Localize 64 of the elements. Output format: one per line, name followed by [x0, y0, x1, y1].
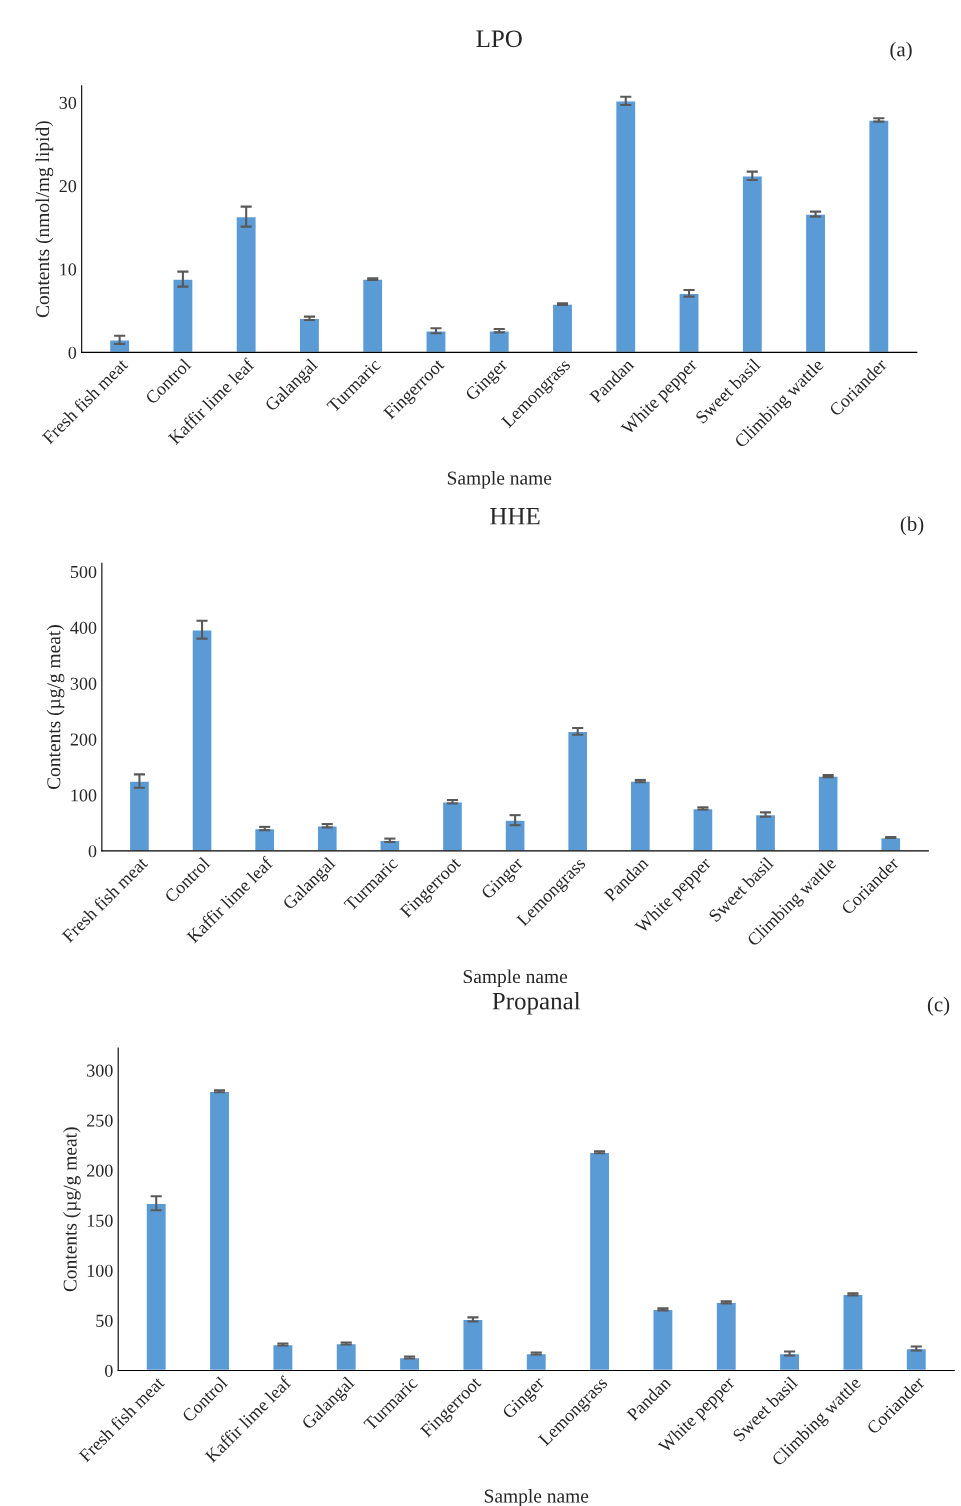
y-tick-label: 50: [96, 1314, 113, 1327]
y-tick-label: 400: [70, 621, 97, 634]
bar: [462, 1318, 484, 1371]
y-tick-label: 10: [60, 263, 77, 276]
bar: [614, 100, 637, 353]
y-tick-label: 300: [87, 1064, 113, 1077]
y-tick-label: 500: [70, 565, 97, 579]
bar: [629, 780, 652, 851]
bar: [208, 1090, 231, 1371]
chart-title: HHE: [490, 507, 540, 525]
y-tick-label: 250: [87, 1114, 113, 1127]
y-tick-label: 300: [70, 677, 97, 690]
x-axis-title: Sample name: [463, 969, 568, 988]
x-axis-title: Sample name: [484, 1489, 589, 1506]
bar: [298, 317, 321, 353]
text: (b): [900, 516, 924, 536]
bar: [488, 330, 511, 353]
bar: [504, 819, 526, 851]
bar: [361, 278, 384, 353]
y-tick-label: 100: [87, 1264, 113, 1277]
y-tick-label: 0: [68, 346, 77, 359]
y-tick-label: 150: [87, 1214, 113, 1227]
bar: [588, 1151, 611, 1371]
bar: [335, 1342, 358, 1371]
y-axis-title: Contents (µg/g meat): [46, 625, 65, 790]
bar: [905, 1347, 928, 1371]
bar: [692, 807, 714, 851]
x-axis-title: Sample name: [447, 470, 552, 489]
bar: [145, 1202, 168, 1371]
chart-title: Propanal: [492, 991, 581, 1015]
y-tick-label: 0: [88, 845, 97, 858]
bar: [253, 827, 276, 851]
y-tick-label: 200: [87, 1164, 113, 1177]
y-tick-label: 200: [70, 733, 97, 746]
bar: [235, 215, 257, 353]
bar: [715, 1301, 738, 1371]
y-tick-label: 20: [59, 180, 77, 193]
bar: [172, 278, 194, 353]
bar: [778, 1352, 801, 1371]
y-tick-label: 100: [71, 789, 97, 802]
bar: [566, 730, 589, 851]
bar: [652, 1308, 674, 1371]
bar: [525, 1352, 548, 1371]
text: (a): [890, 41, 912, 61]
y-axis-title: Contents (nmol/mg lipid): [35, 121, 54, 318]
bar: [441, 801, 464, 851]
bar: [754, 813, 777, 851]
bar: [817, 775, 839, 851]
bar: [868, 119, 890, 353]
bar: [128, 780, 151, 851]
bar: [842, 1293, 864, 1371]
bar: [551, 303, 574, 353]
bar: [316, 825, 338, 851]
y-tick-label: 0: [105, 1364, 113, 1377]
bar: [425, 330, 447, 353]
bar: [741, 175, 764, 353]
bar: [804, 213, 827, 353]
chart-title: LPO: [476, 30, 522, 48]
text: (c): [927, 996, 950, 1016]
y-axis-title: Contents (µg/g meat): [63, 1127, 81, 1292]
bar: [678, 292, 700, 353]
bar: [272, 1343, 294, 1371]
y-tick-label: 30: [59, 96, 77, 109]
bar: [191, 629, 213, 851]
